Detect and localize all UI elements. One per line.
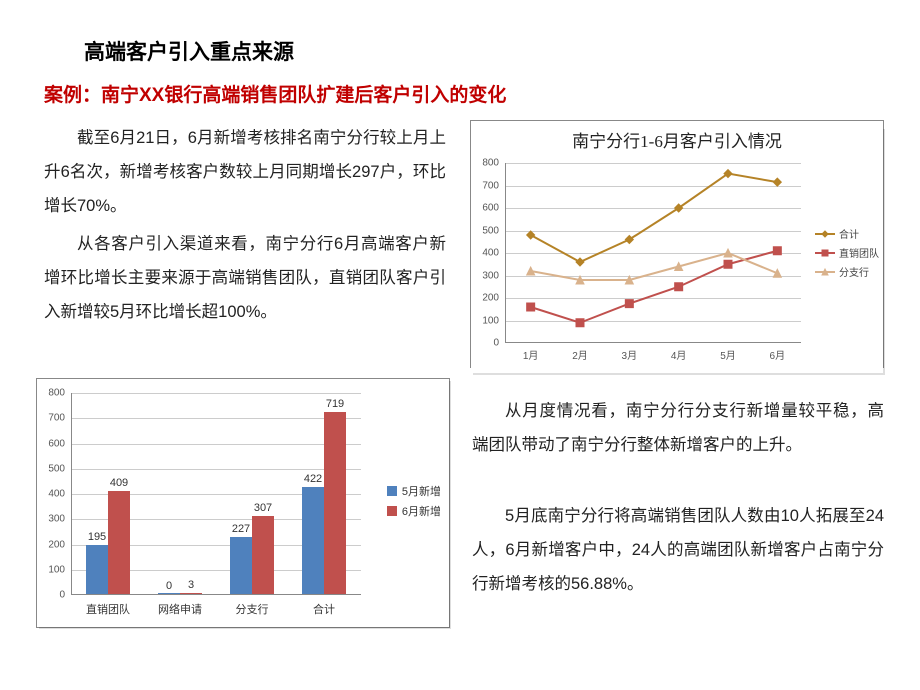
y-axis-label: 400 <box>48 489 65 500</box>
x-axis-label: 3月 <box>622 347 638 362</box>
y-axis-label: 500 <box>48 463 65 474</box>
legend-label: 直销团队 <box>839 245 879 260</box>
y-axis-label: 0 <box>59 590 65 601</box>
y-axis-label: 600 <box>48 438 65 449</box>
bar-value-label: 227 <box>232 523 250 535</box>
x-axis-label: 4月 <box>671 347 687 362</box>
x-axis-label: 合计 <box>313 601 335 617</box>
series-marker <box>773 247 781 255</box>
legend-label: 合计 <box>839 226 859 241</box>
legend-swatch <box>387 506 397 516</box>
paragraph-2: 从各客户引入渠道来看，南宁分行6月高端客户新增环比增长主要来源于高端销售团队，直… <box>44 228 446 329</box>
y-axis-label: 400 <box>482 248 499 259</box>
series-marker <box>527 231 535 239</box>
line-chart-plot: 01002003004005006007008001月2月3月4月5月6月 <box>505 163 801 343</box>
gridline <box>72 393 361 394</box>
bar-value-label: 3 <box>188 579 194 591</box>
series-marker <box>576 258 584 266</box>
y-axis-label: 0 <box>493 338 499 349</box>
bar <box>230 537 252 594</box>
bar <box>86 545 108 594</box>
legend-label: 6月新增 <box>402 503 441 519</box>
y-axis-label: 600 <box>482 203 499 214</box>
bar <box>302 487 324 594</box>
y-axis-label: 100 <box>48 564 65 575</box>
series-marker <box>675 283 683 291</box>
x-axis-label: 1月 <box>523 347 539 362</box>
x-axis-label: 2月 <box>572 347 588 362</box>
legend-label: 分支行 <box>839 264 869 279</box>
bar-value-label: 307 <box>254 502 272 514</box>
paragraph-3: 从月度情况看，南宁分行分支行新增量较平稳，高端团队带动了南宁分行整体新增客户的上… <box>472 395 884 463</box>
legend-item: 直销团队 <box>815 245 879 260</box>
series-marker <box>625 300 633 308</box>
legend-item: 分支行 <box>815 264 879 279</box>
paragraph-1: 截至6月21日，6月新增考核排名南宁分行较上月上升6名次，新增考核客户数较上月同… <box>44 122 446 223</box>
x-axis-label: 网络申请 <box>158 601 202 617</box>
bar-value-label: 409 <box>110 477 128 489</box>
legend-marker <box>815 248 835 258</box>
legend-swatch <box>387 486 397 496</box>
gridline <box>72 469 361 470</box>
y-axis-label: 800 <box>48 388 65 399</box>
series-line <box>531 251 778 323</box>
series-line <box>531 174 778 262</box>
series-marker <box>773 269 781 277</box>
series-marker <box>724 260 732 268</box>
y-axis-label: 200 <box>482 293 499 304</box>
bar <box>252 516 274 594</box>
bar <box>158 593 180 594</box>
y-axis-label: 700 <box>48 413 65 424</box>
bar-value-label: 422 <box>304 473 322 485</box>
paragraph-4: 5月底南宁分行将高端销售团队人数由10人拓展至24人，6月新增客户中，24人的高… <box>472 500 884 601</box>
line-series-svg <box>506 163 802 343</box>
line-chart-legend: 合计直销团队分支行 <box>815 222 879 283</box>
gridline <box>72 444 361 445</box>
series-marker <box>576 319 584 327</box>
bar-value-label: 0 <box>166 580 172 592</box>
bar-value-label: 195 <box>88 531 106 543</box>
y-axis-label: 100 <box>482 315 499 326</box>
legend-item: 6月新增 <box>387 503 441 519</box>
series-marker <box>773 178 781 186</box>
bar <box>108 491 130 594</box>
x-axis-label: 6月 <box>770 347 786 362</box>
y-axis-label: 800 <box>482 158 499 169</box>
line-chart-title: 南宁分行1-6月客户引入情况 <box>471 127 883 152</box>
bar <box>180 593 202 594</box>
y-axis-label: 300 <box>48 514 65 525</box>
legend-label: 5月新增 <box>402 483 441 499</box>
x-axis-label: 直销团队 <box>86 601 130 617</box>
y-axis-label: 300 <box>482 270 499 281</box>
series-marker <box>527 303 535 311</box>
bar-value-label: 719 <box>326 398 344 410</box>
bar-chart: 0 100 200 300 400 500 600 700 800 直销团队 195 409 网络申请 0… <box>36 378 450 628</box>
line-chart: 南宁分行1-6月客户引入情况 0100200300400500600700800… <box>470 120 884 368</box>
bar-chart-plot: 0100200300400500600700800直销团队195409网络申请0… <box>71 393 361 595</box>
legend-item: 5月新增 <box>387 483 441 499</box>
bar <box>324 412 346 594</box>
series-line <box>531 253 778 280</box>
legend-marker <box>815 267 835 277</box>
bar-chart-legend: 5月新增 6月新增 <box>387 479 441 523</box>
case-subtitle: 案例：南宁XX银行高端销售团队扩建后客户引入的变化 <box>44 80 506 107</box>
y-axis-label: 700 <box>482 180 499 191</box>
legend-item: 合计 <box>815 226 879 241</box>
page-title: 高端客户引入重点来源 <box>84 36 294 66</box>
y-axis-label: 200 <box>48 539 65 550</box>
y-axis-label: 500 <box>482 225 499 236</box>
gridline <box>72 418 361 419</box>
x-axis-label: 5月 <box>720 347 736 362</box>
legend-marker <box>815 229 835 239</box>
x-axis-label: 分支行 <box>236 601 269 617</box>
